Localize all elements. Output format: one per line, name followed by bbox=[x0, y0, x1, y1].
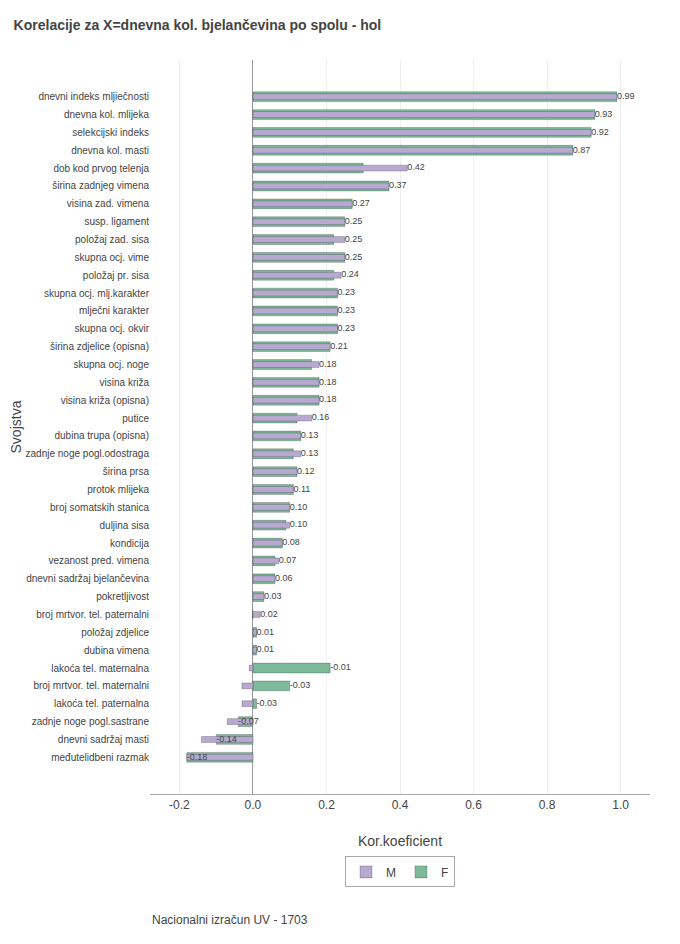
svg-text:0.01: 0.01 bbox=[257, 627, 275, 637]
svg-text:0.21: 0.21 bbox=[330, 341, 348, 351]
svg-text:visina križa: visina križa bbox=[100, 377, 150, 388]
svg-text:0.08: 0.08 bbox=[282, 537, 300, 547]
svg-text:0.07: 0.07 bbox=[279, 555, 297, 565]
svg-text:0.10: 0.10 bbox=[290, 502, 308, 512]
svg-text:0.03: 0.03 bbox=[264, 591, 282, 601]
svg-text:0.01: 0.01 bbox=[257, 644, 275, 654]
svg-text:0.25: 0.25 bbox=[345, 216, 363, 226]
svg-text:položaj zad. sisa: položaj zad. sisa bbox=[75, 234, 149, 245]
svg-text:-0.01: -0.01 bbox=[330, 662, 351, 672]
svg-text:0.37: 0.37 bbox=[389, 180, 407, 190]
svg-text:širina zdjelice (opisna): širina zdjelice (opisna) bbox=[50, 341, 149, 352]
svg-text:položaj pr. sisa: položaj pr. sisa bbox=[83, 270, 150, 281]
svg-text:vezanost pred. vimena: vezanost pred. vimena bbox=[48, 555, 149, 566]
svg-text:0.06: 0.06 bbox=[275, 573, 293, 583]
svg-text:lakoća tel. paternalna: lakoća tel. paternalna bbox=[54, 698, 150, 709]
svg-text:1.0: 1.0 bbox=[612, 798, 629, 812]
svg-text:0.4: 0.4 bbox=[392, 798, 409, 812]
svg-text:širina prsa: širina prsa bbox=[103, 466, 150, 477]
svg-text:-0.03: -0.03 bbox=[257, 698, 278, 708]
svg-text:0.24: 0.24 bbox=[341, 269, 359, 279]
svg-text:0.23: 0.23 bbox=[338, 287, 356, 297]
svg-text:zadnje noge pogl.sastrane: zadnje noge pogl.sastrane bbox=[32, 716, 150, 727]
svg-text:broj mrtvor. tel. maternalni: broj mrtvor. tel. maternalni bbox=[33, 680, 149, 691]
svg-text:0.99: 0.99 bbox=[617, 91, 635, 101]
svg-text:-0.07: -0.07 bbox=[238, 716, 259, 726]
svg-text:Korelacije za X=dnevna kol. bj: Korelacije za X=dnevna kol. bjelančevina… bbox=[14, 17, 382, 33]
svg-text:0.18: 0.18 bbox=[319, 359, 337, 369]
svg-text:0.25: 0.25 bbox=[345, 252, 363, 262]
svg-text:broj mrtvor. tel. paternalni: broj mrtvor. tel. paternalni bbox=[36, 609, 149, 620]
svg-text:visina zad. vimena: visina zad. vimena bbox=[67, 198, 150, 209]
svg-text:protok mlijeka: protok mlijeka bbox=[87, 484, 149, 495]
svg-text:0.12: 0.12 bbox=[297, 466, 315, 476]
svg-text:0.10: 0.10 bbox=[290, 519, 308, 529]
svg-text:dnevna kol. mlijeka: dnevna kol. mlijeka bbox=[64, 109, 149, 120]
svg-text:položaj zdjelice: položaj zdjelice bbox=[81, 627, 149, 638]
svg-text:0.02: 0.02 bbox=[260, 609, 278, 619]
svg-text:F: F bbox=[441, 866, 448, 880]
svg-text:pokretljivost: pokretljivost bbox=[96, 591, 149, 602]
svg-text:0.18: 0.18 bbox=[319, 377, 337, 387]
svg-text:selekcijski indeks: selekcijski indeks bbox=[72, 127, 149, 138]
svg-text:skupna ocj. mlj.karakter: skupna ocj. mlj.karakter bbox=[44, 288, 150, 299]
svg-text:-0.14: -0.14 bbox=[216, 734, 237, 744]
svg-text:skupna ocj. okvir: skupna ocj. okvir bbox=[75, 323, 150, 334]
svg-text:međutelidbeni razmak: međutelidbeni razmak bbox=[51, 752, 150, 763]
svg-text:Nacionalni izračun UV - 1703: Nacionalni izračun UV - 1703 bbox=[152, 913, 308, 927]
svg-text:širina zadnjeg vimena: širina zadnjeg vimena bbox=[52, 180, 149, 191]
svg-text:broj somatskih stanica: broj somatskih stanica bbox=[50, 502, 149, 513]
svg-text:susp. ligament: susp. ligament bbox=[85, 216, 150, 227]
svg-text:0.8: 0.8 bbox=[539, 798, 556, 812]
svg-text:0.16: 0.16 bbox=[312, 412, 330, 422]
svg-text:zadnje noge pogl.odostraga: zadnje noge pogl.odostraga bbox=[26, 448, 150, 459]
svg-text:dubina trupa (opisna): dubina trupa (opisna) bbox=[54, 430, 149, 441]
svg-text:0.11: 0.11 bbox=[293, 484, 310, 494]
svg-text:-0.18: -0.18 bbox=[187, 752, 208, 762]
svg-text:lakoća tel. maternalna: lakoća tel. maternalna bbox=[51, 663, 149, 674]
svg-text:putice: putice bbox=[122, 413, 149, 424]
svg-text:0.0: 0.0 bbox=[245, 798, 262, 812]
svg-text:0.93: 0.93 bbox=[595, 109, 613, 119]
svg-text:dnevni sadržaj bjelančevina: dnevni sadržaj bjelančevina bbox=[26, 573, 149, 584]
svg-text:0.25: 0.25 bbox=[345, 234, 363, 244]
svg-text:0.92: 0.92 bbox=[591, 127, 609, 137]
svg-text:0.13: 0.13 bbox=[301, 430, 319, 440]
svg-text:M: M bbox=[386, 866, 396, 880]
svg-text:-0.2: -0.2 bbox=[169, 798, 190, 812]
svg-text:dnevna kol. masti: dnevna kol. masti bbox=[71, 145, 149, 156]
svg-text:duljina sisa: duljina sisa bbox=[100, 520, 150, 531]
svg-text:0.23: 0.23 bbox=[338, 305, 356, 315]
svg-text:dnevni sadržaj masti: dnevni sadržaj masti bbox=[58, 734, 149, 745]
svg-text:skupna ocj. noge: skupna ocj. noge bbox=[73, 359, 149, 370]
svg-text:Svojstva: Svojstva bbox=[8, 400, 24, 453]
svg-text:0.13: 0.13 bbox=[301, 448, 319, 458]
svg-text:dob kod prvog telenja: dob kod prvog telenja bbox=[53, 163, 149, 174]
svg-text:0.27: 0.27 bbox=[352, 198, 370, 208]
svg-text:Kor.koeficient: Kor.koeficient bbox=[358, 833, 442, 849]
svg-text:-0.03: -0.03 bbox=[290, 680, 311, 690]
svg-text:0.18: 0.18 bbox=[319, 394, 337, 404]
svg-text:0.42: 0.42 bbox=[407, 162, 425, 172]
svg-text:0.2: 0.2 bbox=[318, 798, 335, 812]
svg-text:0.6: 0.6 bbox=[465, 798, 482, 812]
svg-text:0.23: 0.23 bbox=[338, 323, 356, 333]
svg-text:skupna ocj. vime: skupna ocj. vime bbox=[75, 252, 150, 263]
svg-text:kondicija: kondicija bbox=[110, 538, 149, 549]
svg-text:visina križa (opisna): visina križa (opisna) bbox=[61, 395, 149, 406]
svg-text:dnevni indeks mljiečnosti: dnevni indeks mljiečnosti bbox=[38, 91, 149, 102]
svg-text:dubina vimena: dubina vimena bbox=[84, 645, 149, 656]
svg-text:mlječni karakter: mlječni karakter bbox=[79, 305, 150, 316]
svg-text:0.87: 0.87 bbox=[573, 145, 591, 155]
